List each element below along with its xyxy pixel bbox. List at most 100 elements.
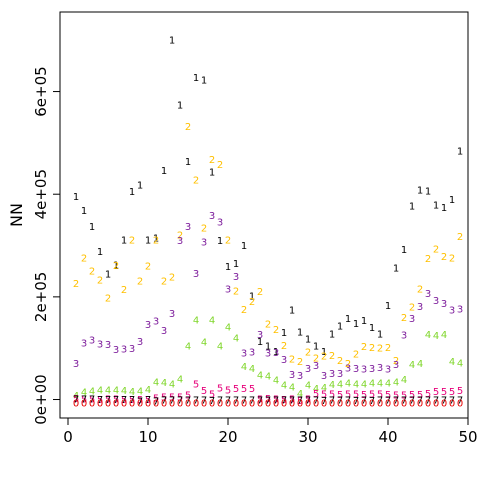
data-point-series-3: 3 (417, 302, 423, 313)
data-point-series-4: 4 (425, 330, 431, 341)
data-point-series-0: 0 (241, 399, 247, 410)
data-point-series-3: 3 (137, 337, 143, 348)
data-point-series-3: 3 (345, 364, 351, 375)
data-point-series-1: 1 (289, 306, 295, 317)
data-point-series-4: 4 (329, 380, 335, 391)
data-point-series-3: 3 (401, 330, 407, 341)
data-point-series-5: 5 (137, 395, 143, 406)
data-point-series-4: 4 (89, 386, 95, 397)
data-point-series-3: 3 (321, 371, 327, 382)
data-point-series-4: 4 (185, 342, 191, 353)
data-point-series-2: 2 (169, 272, 175, 283)
data-point-series-4: 4 (201, 338, 207, 349)
y-tick-label: 0e+00 (32, 374, 50, 424)
data-point-series-0: 0 (201, 399, 207, 410)
data-point-series-1: 1 (449, 195, 455, 206)
data-point-series-1: 1 (457, 147, 463, 158)
data-point-series-0: 0 (401, 399, 407, 410)
data-point-series-0: 0 (145, 399, 151, 410)
data-point-series-2: 2 (161, 276, 167, 287)
data-point-series-2: 2 (393, 356, 399, 367)
data-point-series-7: 7 (233, 396, 239, 407)
data-point-series-4: 4 (105, 385, 111, 396)
data-point-series-5: 5 (313, 389, 319, 400)
data-point-series-4: 4 (257, 370, 263, 381)
data-point-series-5: 5 (329, 389, 335, 400)
data-point-series-5: 5 (185, 390, 191, 401)
data-point-series-3: 3 (313, 361, 319, 372)
data-point-series-2: 2 (241, 305, 247, 316)
data-point-series-5: 5 (401, 390, 407, 401)
data-point-series-7: 7 (193, 396, 199, 407)
data-point-series-7: 7 (177, 396, 183, 407)
data-point-series-5: 5 (417, 390, 423, 401)
data-point-series-0: 0 (233, 399, 239, 410)
data-point-series-3: 3 (297, 371, 303, 382)
data-point-series-3: 3 (73, 359, 79, 370)
data-point-series-0: 0 (449, 399, 455, 410)
data-point-series-0: 0 (113, 399, 119, 410)
x-tick-label: 40 (378, 428, 397, 446)
data-point-series-4: 4 (169, 380, 175, 391)
data-point-series-4: 4 (225, 323, 231, 334)
data-point-series-4: 4 (433, 331, 439, 342)
data-point-series-5: 5 (289, 395, 295, 406)
data-point-series-1: 1 (385, 301, 391, 312)
data-point-series-4: 4 (313, 384, 319, 395)
data-point-series-3: 3 (145, 320, 151, 331)
data-point-series-5: 5 (193, 380, 199, 391)
data-point-series-3: 3 (129, 344, 135, 355)
data-point-series-4: 4 (409, 360, 415, 371)
data-point-series-1: 1 (217, 236, 223, 247)
data-point-series-3: 3 (121, 345, 127, 356)
data-point-series-2: 2 (369, 343, 375, 354)
data-point-series-1: 1 (313, 342, 319, 353)
data-point-series-4: 4 (449, 357, 455, 368)
data-point-series-4: 4 (353, 380, 359, 391)
data-point-series-1: 1 (249, 291, 255, 302)
data-point-series-7: 7 (89, 395, 95, 406)
data-point-series-4: 4 (377, 379, 383, 390)
data-point-series-2: 2 (417, 285, 423, 296)
data-point-series-7: 7 (345, 396, 351, 407)
plot-frame (59, 11, 469, 419)
data-point-series-4: 4 (401, 375, 407, 386)
data-point-series-5: 5 (97, 395, 103, 406)
data-point-series-7: 7 (385, 396, 391, 407)
data-point-series-2: 2 (337, 356, 343, 367)
data-point-series-2: 2 (145, 262, 151, 273)
data-point-series-0: 0 (337, 399, 343, 410)
data-point-series-5: 5 (81, 395, 87, 406)
data-point-series-7: 7 (409, 396, 415, 407)
data-point-series-3: 3 (433, 296, 439, 307)
data-point-series-1: 1 (129, 187, 135, 198)
data-point-series-2: 2 (313, 353, 319, 364)
data-point-series-1: 1 (169, 36, 175, 47)
data-point-series-0: 0 (153, 399, 159, 410)
data-point-series-2: 2 (449, 253, 455, 264)
data-point-series-1: 1 (353, 319, 359, 330)
data-point-series-7: 7 (305, 396, 311, 407)
data-point-series-1: 1 (145, 235, 151, 246)
data-point-series-5: 5 (129, 395, 135, 406)
data-point-series-3: 3 (193, 269, 199, 280)
data-point-series-0: 0 (137, 399, 143, 410)
data-point-series-3: 3 (257, 330, 263, 341)
data-point-series-3: 3 (233, 272, 239, 283)
data-point-series-7: 7 (241, 396, 247, 407)
data-point-series-7: 7 (289, 396, 295, 407)
data-point-series-0: 0 (281, 399, 287, 410)
data-point-series-7: 7 (393, 396, 399, 407)
data-point-series-1: 1 (137, 180, 143, 191)
data-point-series-0: 0 (177, 399, 183, 410)
data-point-series-4: 4 (289, 383, 295, 394)
data-point-series-1: 1 (161, 166, 167, 177)
data-point-series-1: 1 (305, 334, 311, 345)
data-point-series-4: 4 (193, 315, 199, 326)
data-point-series-7: 7 (369, 396, 375, 407)
data-point-series-3: 3 (265, 348, 271, 359)
data-point-series-5: 5 (153, 393, 159, 404)
data-point-series-2: 2 (249, 297, 255, 308)
data-point-series-3: 3 (409, 314, 415, 325)
